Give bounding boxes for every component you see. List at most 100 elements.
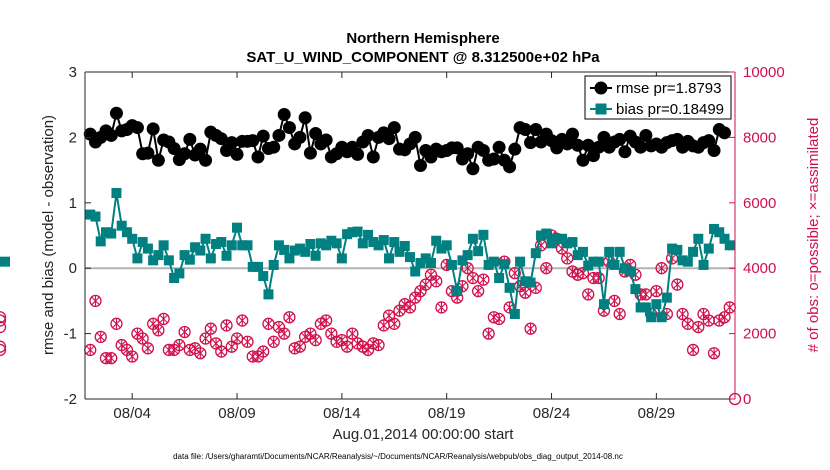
bias-point xyxy=(557,233,568,244)
rmse-point xyxy=(566,127,579,141)
rmse-point xyxy=(560,137,574,151)
rmse-point xyxy=(366,150,380,164)
rmse-point xyxy=(571,138,585,152)
rmse-point xyxy=(225,136,239,150)
obs-assimilated-marker xyxy=(463,263,472,274)
bias-point xyxy=(268,259,279,270)
obs-assimilated-marker xyxy=(222,320,231,331)
obs-possible-marker xyxy=(718,311,731,324)
obs-possible-marker xyxy=(204,322,217,335)
bias-point xyxy=(242,240,253,251)
rmse-point xyxy=(183,132,197,146)
bias-point xyxy=(232,222,243,233)
bias-point xyxy=(614,246,625,257)
rmse-point xyxy=(461,147,475,161)
obs-assimilated-marker xyxy=(385,310,394,321)
bias-point xyxy=(452,286,463,297)
obs-assimilated-marker xyxy=(264,318,273,329)
obs-assimilated-marker xyxy=(311,335,320,346)
footer-datafile: data file: /Users/gharamti/Documents/NCA… xyxy=(173,452,623,461)
rmse-point xyxy=(199,153,213,167)
obs-assimilated-marker xyxy=(269,336,278,347)
obs-count-point xyxy=(650,284,663,298)
obs-possible-marker xyxy=(471,284,485,298)
bias-point xyxy=(357,238,368,249)
legend-box xyxy=(584,75,732,120)
obs-possible-marker xyxy=(241,335,254,348)
bias-point xyxy=(567,237,578,248)
obs-assimilated-marker xyxy=(295,341,304,352)
x-tick-label: 08/04 xyxy=(113,405,151,422)
obs-count-point xyxy=(676,307,689,321)
bias-point xyxy=(562,238,573,249)
obs-possible-marker xyxy=(388,317,401,330)
obs-assimilated-marker xyxy=(374,340,383,351)
obs-count-point xyxy=(461,262,474,275)
obs-count-point xyxy=(293,340,307,353)
bias-point xyxy=(289,245,300,256)
obs-assimilated-marker xyxy=(694,322,703,333)
plot-area xyxy=(85,72,735,399)
bias-point xyxy=(163,255,174,266)
obs-possible-marker xyxy=(435,301,448,314)
bias-point xyxy=(551,233,562,244)
obs-assimilated-marker xyxy=(689,344,698,355)
bias-point xyxy=(315,238,326,249)
bias-point xyxy=(677,255,688,266)
obs-assimilated-marker xyxy=(227,341,236,352)
bias-point xyxy=(509,308,520,319)
obs-count-point xyxy=(372,338,385,352)
bias-point xyxy=(656,312,667,323)
bias-point xyxy=(640,302,651,313)
obs-count-point xyxy=(613,307,626,321)
obs-count-point xyxy=(529,281,542,294)
obs-assimilated-marker xyxy=(322,315,331,326)
obs-count-point xyxy=(241,335,254,348)
bias-point xyxy=(410,266,421,277)
obs-assimilated-marker xyxy=(143,343,152,354)
obs-assimilated-marker xyxy=(159,313,168,324)
obs-assimilated-marker xyxy=(212,338,221,349)
bias-point xyxy=(646,312,657,323)
obs-possible-marker xyxy=(178,325,191,339)
bias-point xyxy=(127,233,138,244)
y-tick-label: 3 xyxy=(69,64,77,81)
bias-point xyxy=(284,253,295,264)
y-right-tick-label: 4000 xyxy=(743,260,776,277)
rmse-point xyxy=(466,162,480,176)
rmse-point xyxy=(151,153,165,167)
bias-point xyxy=(294,243,305,254)
bias-point xyxy=(158,240,169,251)
obs-possible-marker xyxy=(0,311,7,324)
bias-point xyxy=(336,253,347,264)
rmse-point xyxy=(319,133,333,147)
obs-assimilated-marker xyxy=(128,351,137,362)
obs-possible-marker xyxy=(94,330,107,344)
obs-possible-marker xyxy=(692,320,705,334)
obs-count-point xyxy=(671,278,684,291)
obs-assimilated-marker xyxy=(683,318,692,329)
bias-point xyxy=(399,240,410,251)
obs-possible-marker xyxy=(650,284,663,298)
bias-point xyxy=(263,289,274,300)
obs-assimilated-marker xyxy=(437,302,446,313)
obs-possible-marker xyxy=(403,301,417,314)
obs-possible-marker xyxy=(519,286,532,299)
legend-rmse-marker xyxy=(594,81,608,95)
obs-count-point xyxy=(508,266,521,280)
rmse-point xyxy=(524,136,538,150)
bias-point xyxy=(698,259,709,270)
rmse-point xyxy=(476,143,490,157)
rmse-point xyxy=(450,141,464,155)
bias-point xyxy=(467,233,478,244)
rmse-point xyxy=(613,132,627,146)
obs-possible-marker xyxy=(220,319,233,332)
obs-assimilated-marker xyxy=(238,315,247,326)
rmse-point xyxy=(293,130,307,144)
obs-count-point xyxy=(0,322,7,334)
obs-possible-marker xyxy=(508,266,521,280)
rmse-point xyxy=(303,146,317,160)
rmse-point xyxy=(529,123,543,137)
y-axis-label: rmse and bias (model - observation) xyxy=(40,115,57,355)
bias-point xyxy=(205,253,216,264)
